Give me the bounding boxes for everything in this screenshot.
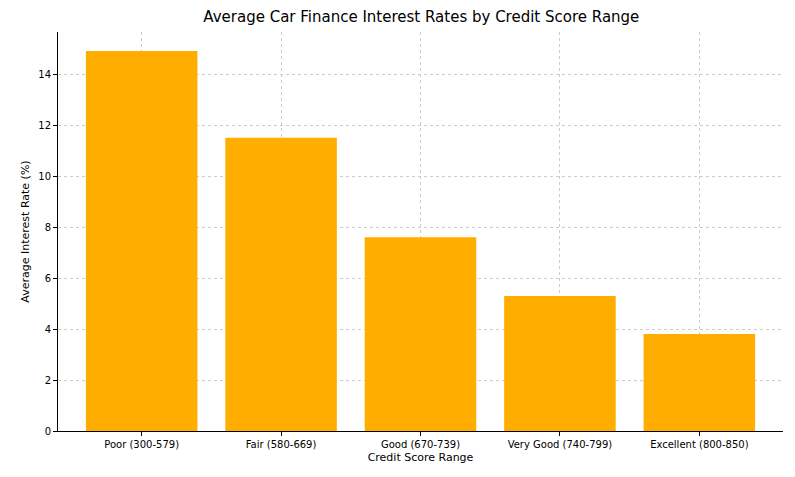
svg-text:6: 6 <box>45 273 51 284</box>
svg-text:Fair (580-669): Fair (580-669) <box>246 439 317 450</box>
svg-text:0: 0 <box>45 426 51 437</box>
svg-text:2: 2 <box>45 375 51 386</box>
svg-text:4: 4 <box>45 324 51 335</box>
svg-text:Poor (300-579): Poor (300-579) <box>104 439 179 450</box>
svg-text:Average Interest Rate (%): Average Interest Rate (%) <box>19 160 32 302</box>
svg-text:10: 10 <box>38 171 51 182</box>
svg-text:Excellent (800-850): Excellent (800-850) <box>650 439 749 450</box>
svg-text:Very Good (740-799): Very Good (740-799) <box>508 439 613 450</box>
svg-text:Good (670-739): Good (670-739) <box>381 439 460 450</box>
svg-text:8: 8 <box>45 222 51 233</box>
svg-text:14: 14 <box>38 69 51 80</box>
svg-text:Credit Score Range: Credit Score Range <box>368 451 474 464</box>
svg-text:Average Car Finance Interest R: Average Car Finance Interest Rates by Cr… <box>203 8 639 26</box>
svg-text:12: 12 <box>38 120 51 131</box>
